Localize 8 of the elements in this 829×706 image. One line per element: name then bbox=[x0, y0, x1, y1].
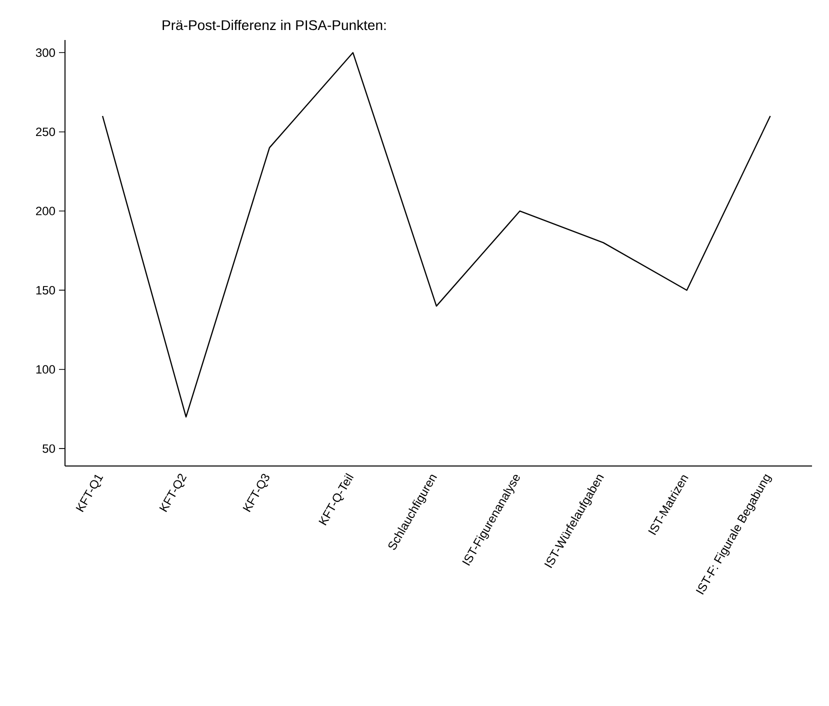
y-tick-label: 250 bbox=[36, 128, 55, 136]
chart-title: Prä-Post-Differenz in PISA-Punkten: bbox=[162, 20, 386, 30]
y-tick-label: 50 bbox=[42, 444, 55, 453]
y-tick-label: 300 bbox=[36, 48, 55, 57]
y-tick-label: 200 bbox=[36, 206, 55, 216]
line-series bbox=[102, 52, 771, 418]
y-tick-label: 150 bbox=[36, 286, 55, 294]
y-tick-label: 100 bbox=[36, 365, 55, 374]
